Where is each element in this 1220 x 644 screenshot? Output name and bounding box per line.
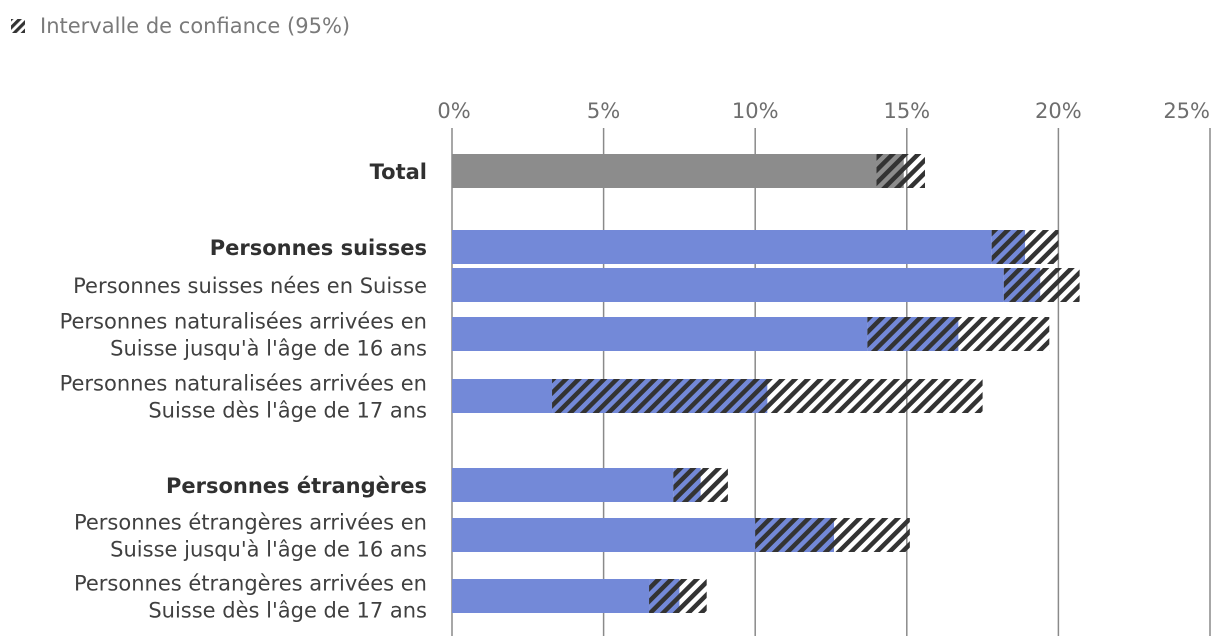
confidence-interval bbox=[876, 154, 925, 188]
bar bbox=[452, 579, 650, 613]
x-tick-label: 0% bbox=[437, 99, 470, 123]
bar bbox=[452, 268, 1004, 302]
bar bbox=[452, 317, 868, 351]
category-label: Personnes suisses bbox=[210, 236, 427, 260]
bar bbox=[452, 468, 674, 502]
x-tick-label: 10% bbox=[732, 99, 779, 123]
x-tick-label: 15% bbox=[883, 99, 930, 123]
confidence-interval bbox=[867, 317, 1050, 351]
bars bbox=[452, 154, 1080, 613]
confidence-interval bbox=[552, 379, 983, 413]
category-label: Personnes étrangères bbox=[166, 474, 427, 498]
legend: Intervalle de confiance (95%) bbox=[10, 10, 350, 42]
bar bbox=[452, 379, 553, 413]
category-label: Personnes suisses nées en Suisse bbox=[73, 274, 427, 298]
confidence-interval bbox=[755, 518, 910, 552]
confidence-interval bbox=[991, 230, 1059, 264]
x-axis-ticks: 0% 5% 10% 15% 20% 25% bbox=[437, 99, 1210, 123]
hatch-icon bbox=[11, 19, 25, 33]
category-label: Personnes naturalisées arrivées en Suisse… bbox=[60, 372, 427, 423]
category-label: Personnes étrangères arrivées en Suisse j… bbox=[74, 511, 427, 562]
confidence-interval bbox=[1003, 268, 1080, 302]
category-label: Personnes étrangères arrivées en Suisse d… bbox=[74, 572, 427, 623]
legend-label: Intervalle de confiance (95%) bbox=[40, 14, 351, 38]
x-tick-label: 25% bbox=[1163, 99, 1210, 123]
x-tick-label: 5% bbox=[587, 99, 620, 123]
bar bbox=[452, 154, 877, 188]
category-labels: Total Personnes suisses Personnes suisses … bbox=[60, 160, 427, 623]
bar bbox=[452, 230, 992, 264]
category-label: Total bbox=[370, 160, 427, 184]
confidence-interval bbox=[649, 579, 707, 613]
confidence-interval bbox=[673, 468, 728, 502]
x-tick-label: 20% bbox=[1035, 99, 1082, 123]
category-label: Personnes naturalisées arrivées en Suisse… bbox=[60, 310, 427, 361]
bar bbox=[452, 518, 756, 552]
